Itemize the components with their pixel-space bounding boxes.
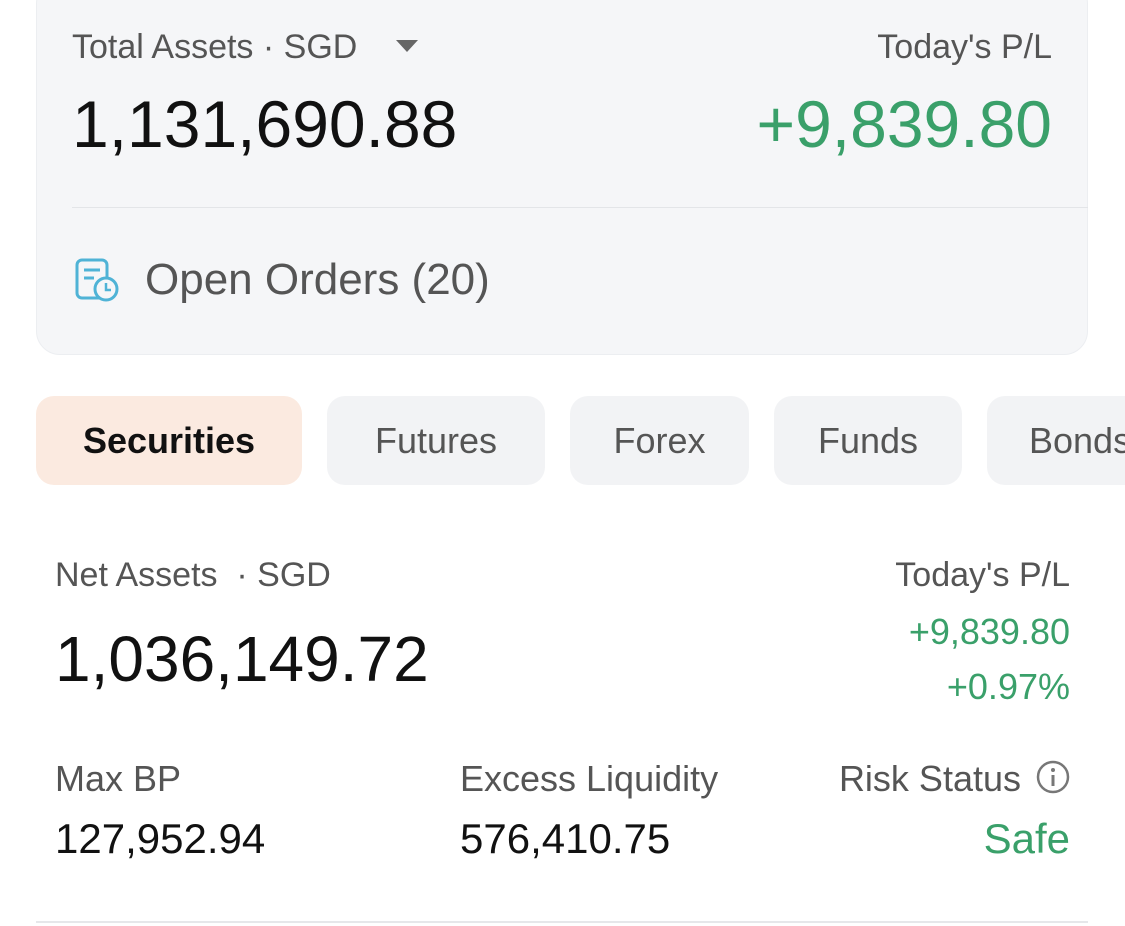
tab[interactable]: Forex bbox=[570, 396, 749, 485]
tab[interactable]: Securities bbox=[36, 396, 302, 485]
pl-value: +9,839.80 bbox=[908, 611, 1070, 652]
metric-value: 576,410.75 bbox=[460, 815, 671, 862]
metric-value: Safe bbox=[983, 815, 1070, 862]
pl-label: Today's P/L bbox=[895, 556, 1070, 594]
tab[interactable]: Futures bbox=[327, 396, 545, 485]
summary-card bbox=[36, 0, 1088, 355]
divider bbox=[36, 921, 1088, 923]
metric-label: Max BP bbox=[55, 758, 182, 799]
tab[interactable]: Funds bbox=[774, 396, 962, 485]
orders-icon[interactable] bbox=[74, 257, 120, 303]
divider bbox=[72, 207, 1088, 208]
metric-value: 127,952.94 bbox=[55, 815, 266, 862]
net-assets-label: Net Assets · SGD bbox=[55, 556, 331, 594]
pl-percent: +0.97% bbox=[946, 666, 1070, 707]
tab[interactable]: Bonds bbox=[987, 396, 1125, 485]
net-assets: 1,036,149.72 bbox=[55, 623, 429, 695]
total-assets-label[interactable]: Total Assets · SGD bbox=[72, 28, 358, 66]
metric-label: Excess Liquidity bbox=[460, 758, 719, 799]
open-orders[interactable]: Open Orders (20) bbox=[145, 255, 490, 304]
pl-value: +9,839.80 bbox=[756, 87, 1052, 161]
total-assets: 1,131,690.88 bbox=[72, 87, 458, 161]
info-icon[interactable] bbox=[1036, 760, 1070, 794]
pl-label: Today's P/L bbox=[877, 28, 1052, 66]
dropdown-icon[interactable] bbox=[396, 40, 418, 54]
metric-label: Risk Status bbox=[838, 758, 1021, 799]
